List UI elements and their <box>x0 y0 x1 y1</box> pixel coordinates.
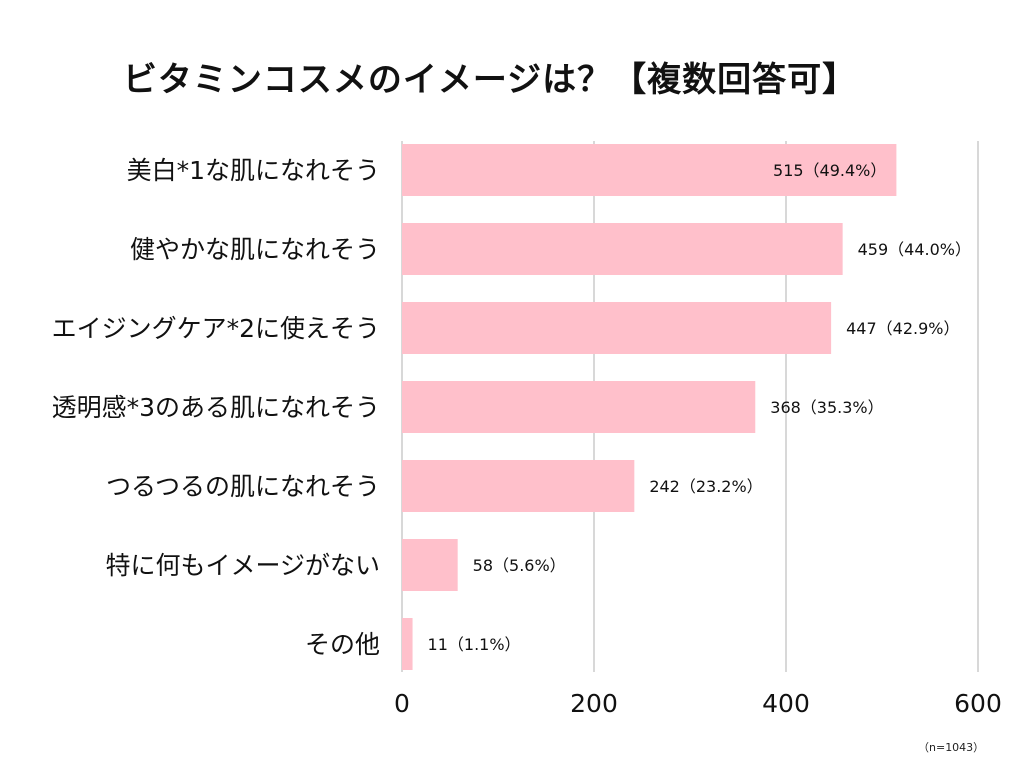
data-label: 447（42.9%） <box>846 319 959 338</box>
data-label: 58（5.6%） <box>473 556 566 575</box>
tick-layer: 0 200 400 600 <box>394 689 1002 718</box>
data-label: 368（35.3%） <box>770 398 883 417</box>
x-tick-label: 400 <box>762 689 810 718</box>
data-label: 242（23.2%） <box>649 477 762 496</box>
chart-title: ビタミンコスメのイメージは？【複数回答可】 <box>122 60 858 100</box>
category-label: つるつるの肌になれそう <box>106 472 380 501</box>
bar <box>402 223 843 275</box>
bar <box>402 618 413 670</box>
x-tick-label: 600 <box>954 689 1002 718</box>
category-label: 特に何もイメージがない <box>105 551 380 580</box>
bar <box>402 302 832 354</box>
bar-layer <box>402 144 897 670</box>
category-label: 美白*1な肌になれそう <box>127 156 380 185</box>
category-label: 健やかな肌になれそう <box>130 235 380 264</box>
bar <box>402 381 756 433</box>
category-label: エイジングケア*2に使えそう <box>52 314 380 343</box>
category-label: 透明感*3のある肌になれそう <box>52 393 380 422</box>
sample-size-note: （n=1043） <box>918 741 985 754</box>
data-label: 515（49.4%） <box>773 161 886 180</box>
bar <box>402 460 635 512</box>
bar <box>402 539 458 591</box>
data-label: 11（1.1%） <box>428 635 521 654</box>
x-tick-label: 0 <box>394 689 410 718</box>
data-label: 459（44.0%） <box>858 240 971 259</box>
x-tick-label: 200 <box>570 689 618 718</box>
bar <box>402 144 897 196</box>
label-layer: 美白*1な肌になれそう 515（49.4%） 健やかな肌になれそう 459（44.0%… <box>52 156 971 659</box>
category-label: その他 <box>305 630 380 659</box>
